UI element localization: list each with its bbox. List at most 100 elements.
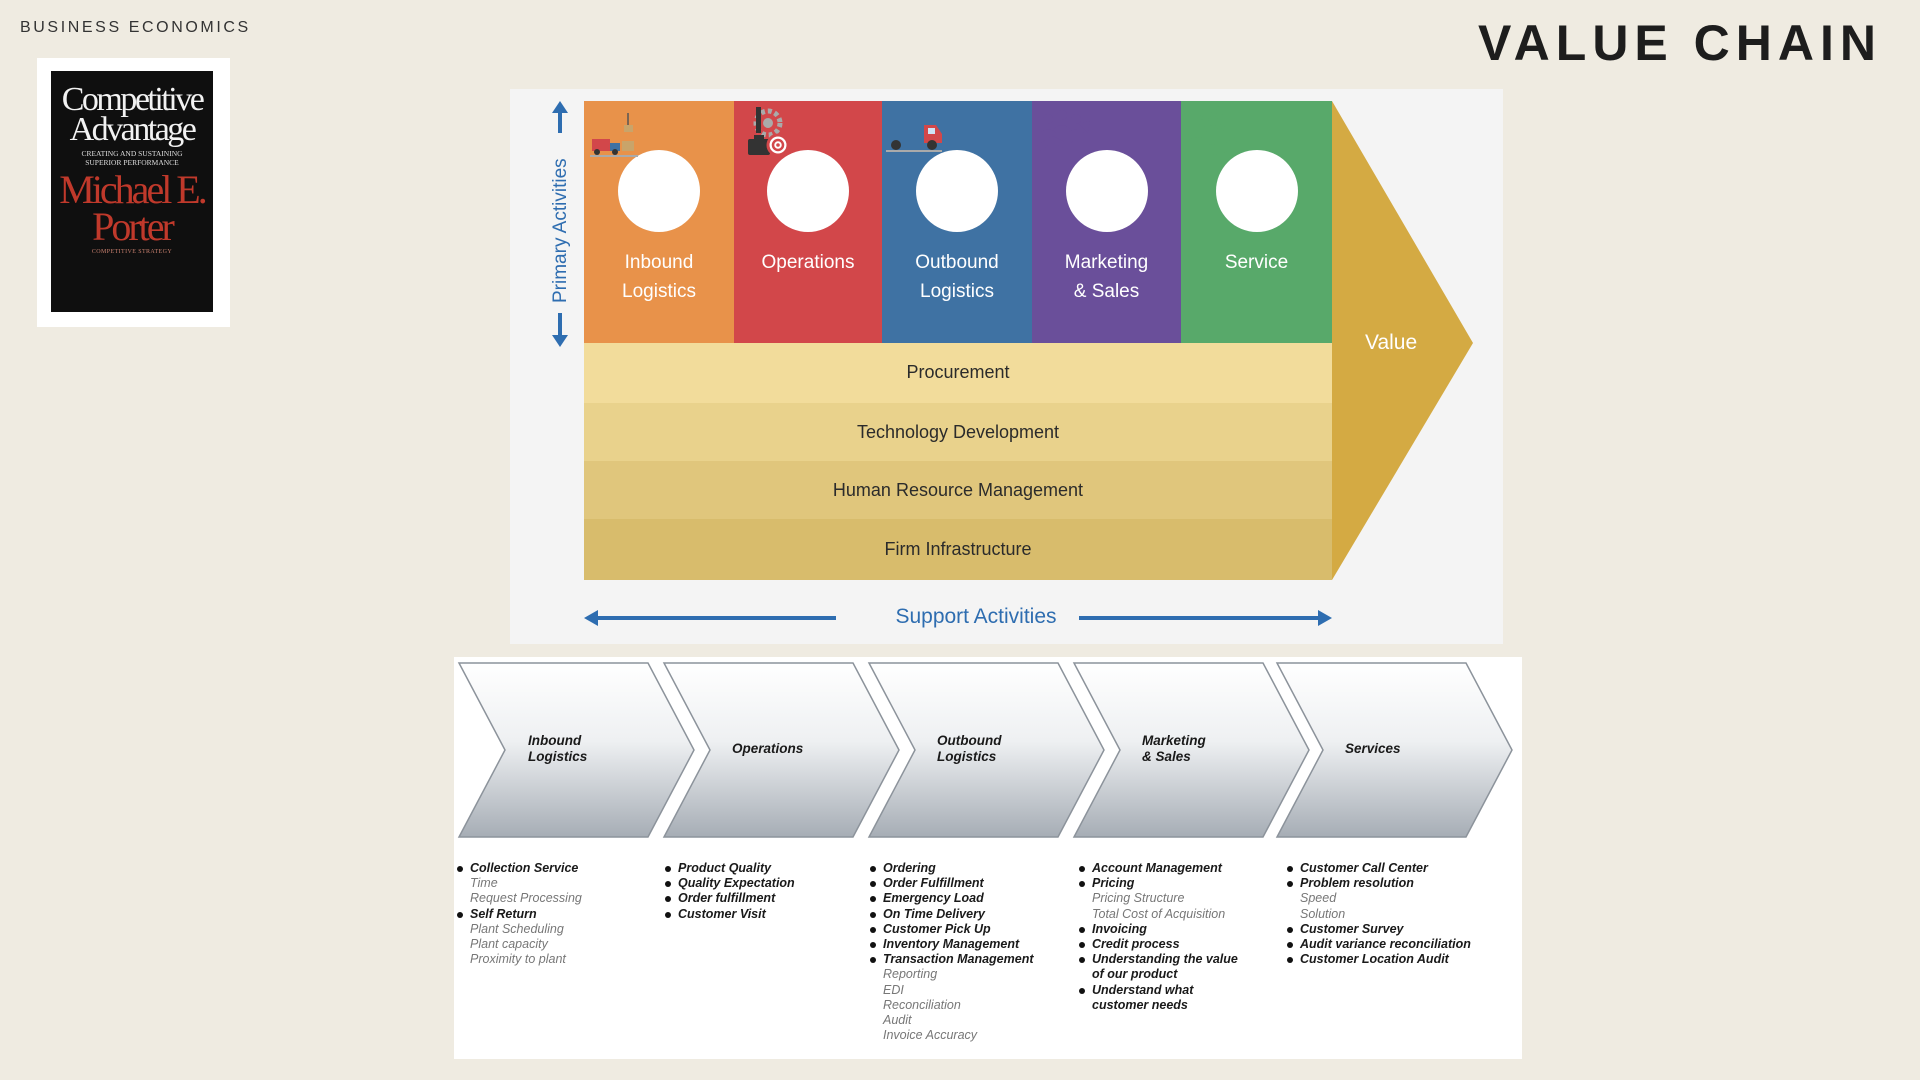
primary-axis-arrowhead-down	[552, 335, 568, 347]
chevron-label-outbound-logistics: Outbound Logistics	[937, 733, 1002, 764]
growth-people-icon	[1036, 110, 1090, 152]
primary-activity-outbound-logistics: Outbound Logistics	[882, 101, 1032, 343]
gears-target-icon	[748, 107, 790, 157]
activity-bullet-item: Customer Visit	[664, 907, 795, 922]
activity-sub-item: Audit	[883, 1013, 912, 1028]
activity-bullet-item: Credit process	[1078, 937, 1238, 952]
book-cover: Competitive Advantage Creating and Susta…	[51, 71, 213, 312]
book-author-line1: Michael E.	[59, 167, 208, 212]
support-label-firm-infrastructure: Firm Infrastructure	[884, 539, 1032, 559]
chevron-operations	[662, 662, 900, 838]
primary-label: Marketing & Sales	[1064, 252, 1149, 302]
primary-activity-service: Service	[1181, 101, 1332, 343]
support-activities-axis-label: Support Activities	[895, 605, 1057, 628]
support-axis-arrowhead-right	[1318, 610, 1332, 626]
activity-bullet-item: Quality Expectation	[664, 876, 795, 891]
activity-sub-item: of our product	[1092, 967, 1178, 982]
book-cover-frame: Competitive Advantage Creating and Susta…	[37, 58, 230, 327]
activity-sub-item: Reporting	[883, 967, 938, 982]
activity-list-operations: Product Quality Quality Expectation Order …	[664, 861, 795, 922]
support-band-firm-infrastructure	[584, 519, 1332, 580]
activity-bullet-item: Customer Survey	[1286, 922, 1471, 937]
activity-sub-item: Pricing Structure	[1092, 891, 1185, 906]
activity-sub-item: Plant capacity	[470, 937, 548, 952]
activity-list-inbound-logistics: Collection Service Time Request Processing…	[456, 861, 582, 967]
support-band-procurement	[584, 343, 1332, 403]
primary-activity-operations: Operations	[734, 101, 882, 343]
crane-icon	[590, 105, 638, 157]
chevron-shapes	[457, 662, 1513, 838]
chevron-services	[1275, 662, 1513, 838]
activity-bullet-item: Understanding the value	[1078, 952, 1238, 967]
primary-activities-axis-label: Primary Activities	[550, 158, 571, 303]
chevron-outbound-logistics	[867, 662, 1105, 838]
activity-sub-item: Invoice Accuracy	[883, 1028, 978, 1043]
activity-sub-item: customer needs	[1092, 997, 1188, 1012]
book-title-line1: Competitive	[61, 81, 205, 118]
activity-list-services: Customer Call Center Problem resolution Sp…	[1286, 861, 1471, 967]
primary-label: Outbound Logistics	[915, 252, 999, 302]
value-label: Value	[1365, 331, 1418, 354]
primary-label: Inbound Logistics	[622, 252, 696, 302]
activity-bullet-item: Collection Service	[456, 861, 582, 876]
activity-bullet-item: Problem resolution	[1286, 876, 1471, 891]
activity-bullet-item: Ordering	[869, 861, 1034, 876]
support-label-hr-management: Human Resource Management	[832, 479, 1084, 500]
chevron-inbound-logistics	[457, 662, 695, 838]
value-arrow	[1332, 101, 1473, 580]
activity-bullet-item: Account Management	[1078, 861, 1238, 876]
activity-sub-item: Time	[470, 876, 498, 891]
activity-sub-item: Total Cost of Acquisition	[1092, 906, 1226, 921]
activity-bullet-item: Invoicing	[1078, 922, 1238, 937]
value-chain-chevrons: Inbound Logistics Operations Outbound Logi…	[454, 657, 1522, 1059]
activity-sub-item: Reconciliation	[883, 997, 961, 1012]
activity-sub-item: Solution	[1300, 906, 1346, 921]
support-label-technology-development: Technology Development	[856, 421, 1060, 442]
activity-bullet-item: Customer Location Audit	[1286, 952, 1471, 967]
book-subtitle: Creating and Sustaining Superior Perform…	[81, 149, 183, 167]
activity-sub-item: Proximity to plant	[470, 952, 566, 967]
primary-label: Service	[1224, 252, 1289, 273]
activity-list-outbound-logistics: Ordering Order Fulfillment Emergency Load O…	[869, 861, 1034, 1043]
activity-bullet-item: Self Return	[456, 907, 582, 922]
chevron-label-marketing-sales: Marketing & Sales	[1142, 733, 1206, 764]
page-title: VALUE CHAIN	[1478, 15, 1882, 71]
activity-bullet-item: Customer Call Center	[1286, 861, 1471, 876]
primary-activity-marketing-sales: Marketing & Sales	[1032, 101, 1181, 343]
hand-gear-icon	[1187, 105, 1238, 155]
primary-icon-circle	[886, 119, 998, 232]
primary-icon-circle	[1036, 110, 1148, 232]
activity-bullet-item: Order Fulfillment	[869, 876, 1034, 891]
activity-list-marketing-sales: Account Management Pricing Pricing Structu…	[1078, 861, 1238, 1013]
primary-icon-circle	[748, 107, 849, 232]
activity-bullet-item: Pricing	[1078, 876, 1238, 891]
activity-sub-item: Request Processing	[470, 891, 582, 906]
activity-bullet-item: Emergency Load	[869, 891, 1034, 906]
activity-sub-item: EDI	[883, 982, 904, 997]
activity-bullet-item: Product Quality	[664, 861, 795, 876]
primary-icon-circle	[1187, 105, 1298, 232]
chevron-label-inbound-logistics: Inbound Logistics	[528, 733, 588, 764]
book-title-line2: Advantage	[69, 111, 197, 148]
activity-bullet-item: Transaction Management	[869, 952, 1034, 967]
activity-bullet-item: Understand what	[1078, 983, 1238, 998]
support-band-hr-management	[584, 461, 1332, 519]
activity-bullet-item: Customer Pick Up	[869, 922, 1034, 937]
book-author-line2: Porter	[92, 204, 175, 249]
porter-value-chain-diagram: Inbound Logistics Operations	[510, 89, 1503, 644]
chevron-label-operations: Operations	[732, 741, 804, 756]
activity-bullet-item: Inventory Management	[869, 937, 1034, 952]
primary-axis-arrowhead-up	[552, 101, 568, 113]
book-footer: Competitive Strategy	[91, 249, 173, 255]
section-kicker: BUSINESS ECONOMICS	[20, 19, 251, 36]
chevron-label-services: Services	[1345, 741, 1401, 756]
activity-bullet-item: Audit variance reconciliation	[1286, 937, 1471, 952]
truck-icon	[886, 119, 942, 152]
activity-bullet-item: Order fulfillment	[664, 891, 795, 906]
activity-sub-item: Speed	[1300, 891, 1337, 906]
chevron-marketing-sales	[1072, 662, 1310, 838]
activity-bullet-item: On Time Delivery	[869, 907, 1034, 922]
support-label-procurement: Procurement	[906, 361, 1010, 382]
support-band-technology-development	[584, 403, 1332, 461]
support-axis-arrowhead-left	[584, 610, 598, 626]
